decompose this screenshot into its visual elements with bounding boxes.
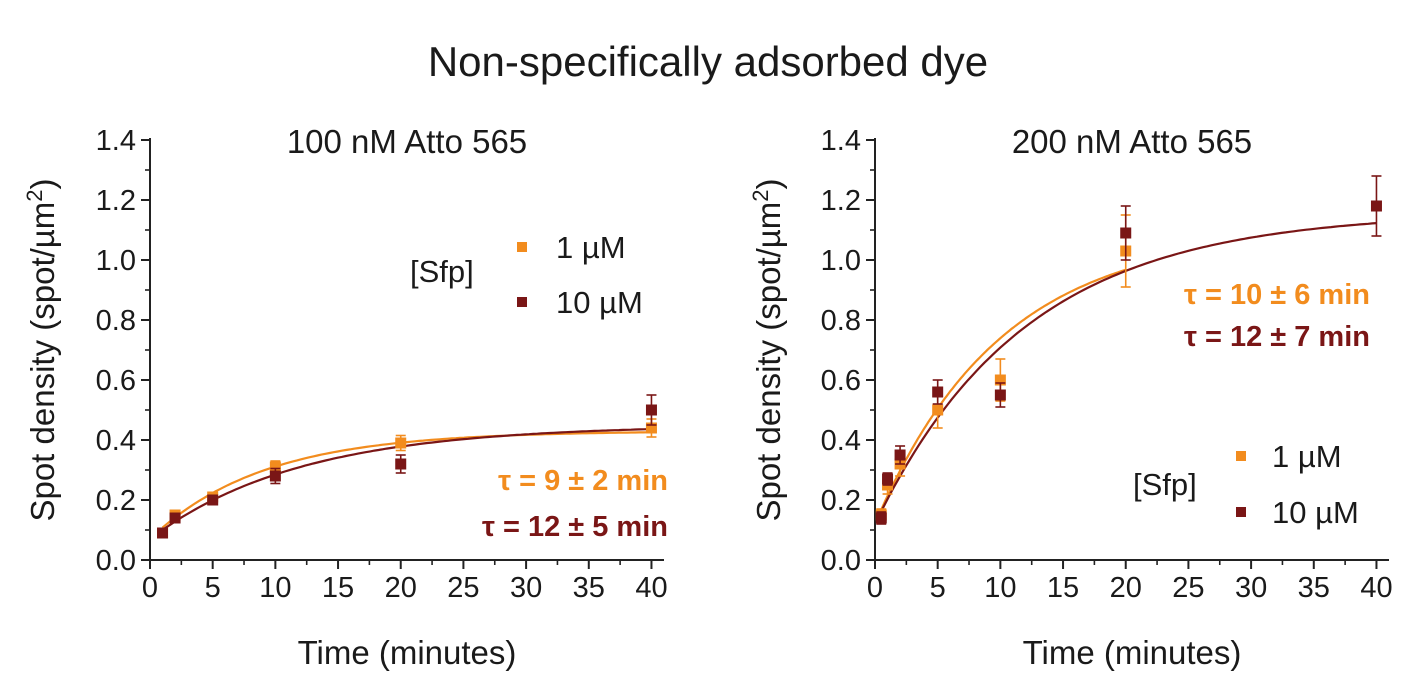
y-tick-label: 1.2 xyxy=(821,185,861,217)
x-tick-label: 15 xyxy=(1047,572,1079,604)
tau-annotation-1uM: τ = 9 ± 2 min xyxy=(498,465,668,497)
chart-title: 100 nM Atto 565 xyxy=(287,123,527,160)
x-tick-label: 20 xyxy=(1110,572,1142,604)
data-point-10uM xyxy=(207,494,219,506)
tau-annotation-1uM: τ = 10 ± 6 min xyxy=(1184,279,1370,311)
legend-entry-1uM: 1 µM xyxy=(1272,439,1342,474)
y-tick-label: 0.0 xyxy=(821,545,861,577)
y-tick-label: 0.2 xyxy=(96,485,136,517)
legend-marker-10uM xyxy=(517,297,527,307)
data-point-10uM xyxy=(932,386,944,398)
data-point-10uM xyxy=(157,527,169,539)
x-tick-label: 35 xyxy=(573,572,605,604)
x-tick-label: 10 xyxy=(259,572,291,604)
data-point-10uM xyxy=(894,449,906,461)
x-tick-label: 10 xyxy=(984,572,1016,604)
y-tick-label: 1.4 xyxy=(96,125,136,157)
y-tick-label: 0.0 xyxy=(96,545,136,577)
y-tick-label: 1.2 xyxy=(96,185,136,217)
chart-panel-1: 0.0 0.2 0.4 0.6 0.8 1.0 1.2 1.4 0 5 10 15 20 25 30 35 40… xyxy=(22,123,669,671)
legend-marker-1uM xyxy=(1236,451,1246,461)
x-tick-label: 40 xyxy=(1360,572,1392,604)
fit-curve-1uM xyxy=(880,268,1127,511)
x-tick-label: 20 xyxy=(385,572,417,604)
legend-title: [Sfp] xyxy=(410,254,474,289)
x-tick-label: 25 xyxy=(447,572,479,604)
x-axis-label: Time (minutes) xyxy=(1023,634,1242,671)
chart-panel-2: 0.0 0.2 0.4 0.6 0.8 1.0 1.2 1.4 0 5 10 15 20 25 30 35 40… xyxy=(748,123,1393,671)
y-tick-label: 0.8 xyxy=(96,305,136,337)
x-axis-label: Time (minutes) xyxy=(298,634,517,671)
legend-entry-10uM: 10 µM xyxy=(556,285,643,320)
legend-marker-10uM xyxy=(1236,507,1246,517)
x-tick-label: 5 xyxy=(930,572,946,604)
data-point-1uM xyxy=(994,374,1006,386)
y-tick-label: 0.4 xyxy=(821,425,861,457)
data-point-10uM xyxy=(1120,227,1132,239)
legend-entry-1uM: 1 µM xyxy=(556,230,626,265)
legend-title: [Sfp] xyxy=(1133,467,1197,502)
legend-entry-10uM: 10 µM xyxy=(1272,495,1359,530)
legend-marker-1uM xyxy=(517,242,527,252)
y-tick-label: 0.4 xyxy=(96,425,136,457)
data-point-10uM xyxy=(994,389,1006,401)
data-point-10uM xyxy=(1370,200,1382,212)
x-tick-label: 35 xyxy=(1298,572,1330,604)
x-tick-label: 0 xyxy=(142,572,158,604)
x-tick-label: 0 xyxy=(867,572,883,604)
x-tick-label: 15 xyxy=(322,572,354,604)
y-axis-label: Spot density (spot/µm2) xyxy=(748,178,788,521)
y-tick-label: 1.4 xyxy=(821,125,861,157)
y-tick-label: 1.0 xyxy=(96,245,136,277)
data-point-10uM xyxy=(882,473,894,485)
tau-annotation-10uM: τ = 12 ± 7 min xyxy=(1184,321,1370,353)
data-point-10uM xyxy=(395,458,407,470)
fit-curve-10uM xyxy=(161,428,652,531)
data-point-10uM xyxy=(269,470,281,482)
figure-title: Non-specifically adsorbed dye xyxy=(427,38,989,85)
data-point-1uM xyxy=(395,437,407,449)
x-tick-label: 40 xyxy=(635,572,667,604)
x-tick-label: 30 xyxy=(1235,572,1267,604)
fit-curve-1uM xyxy=(161,431,652,529)
y-tick-label: 0.2 xyxy=(821,485,861,517)
x-tick-label: 5 xyxy=(205,572,221,604)
y-axis-label: Spot density (spot/µm2) xyxy=(22,178,62,521)
data-point-10uM xyxy=(875,512,887,524)
data-point-10uM xyxy=(645,404,657,416)
data-point-1uM xyxy=(932,404,944,416)
y-tick-label: 0.8 xyxy=(821,305,861,337)
fit-curve-10uM xyxy=(880,222,1377,512)
chart-title: 200 nM Atto 565 xyxy=(1012,123,1252,160)
data-point-10uM xyxy=(169,512,181,524)
y-tick-label: 1.0 xyxy=(821,245,861,277)
y-tick-label: 0.6 xyxy=(96,365,136,397)
data-point-1uM xyxy=(269,461,281,473)
x-tick-label: 25 xyxy=(1172,572,1204,604)
tau-annotation-10uM: τ = 12 ± 5 min xyxy=(482,511,668,543)
y-tick-label: 0.6 xyxy=(821,365,861,397)
x-tick-label: 30 xyxy=(510,572,542,604)
data-point-1uM xyxy=(645,422,657,434)
